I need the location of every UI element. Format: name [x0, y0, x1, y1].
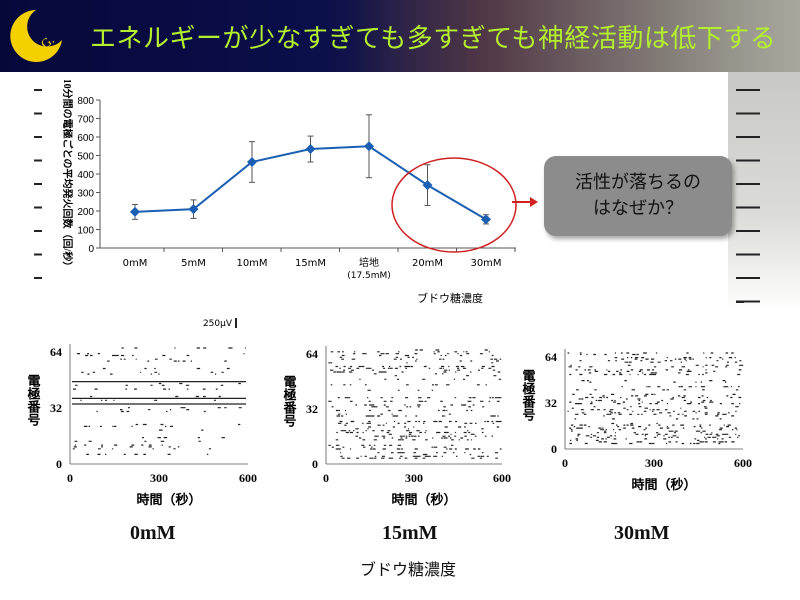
- y-tick-label: 0: [88, 244, 94, 255]
- data-point: [188, 204, 199, 215]
- y-tick-label: 600: [77, 133, 94, 144]
- raster-label-30mm: 30mM: [614, 522, 670, 544]
- raster-y-tick-label: 64: [545, 350, 557, 364]
- raster-y-tick-label: 0: [551, 442, 557, 456]
- header-photo-decoration: [350, 0, 800, 72]
- raster-x-axis-label: 時間（秒）: [631, 477, 696, 493]
- x-tick-label: 20mM: [412, 258, 443, 269]
- question-callout: 活性が落ちるの はなぜか？: [544, 156, 732, 236]
- raster-x-tick-label: 600: [239, 471, 257, 485]
- data-point: [305, 144, 316, 155]
- raster-y-tick-label: 64: [306, 347, 318, 361]
- callout-arrow-head: [530, 197, 538, 207]
- x-tick-label: 培地: [359, 256, 379, 269]
- crescent-moon-logo-icon: [10, 10, 62, 62]
- raster-y-tick-label: 0: [56, 457, 62, 471]
- raster-y-tick-label: 32: [50, 401, 62, 415]
- raster-x-tick-label: 0: [67, 471, 73, 485]
- slide-header: K.G. エネルギーが少なすぎても多すぎても神経活動は低下する: [0, 0, 800, 72]
- data-point: [364, 141, 374, 152]
- raster-x-axis-label: 時間（秒）: [136, 492, 201, 508]
- y-tick-label: 400: [77, 170, 94, 181]
- x-tick-label: 30mM: [470, 258, 501, 269]
- raster-x-tick-label: 0: [323, 471, 329, 485]
- right-photo-strip: [728, 72, 800, 312]
- x-axis-label: ブドウ糖濃度: [417, 291, 483, 305]
- highlight-ellipse: [391, 157, 517, 253]
- x-tick-label: 15mM: [295, 258, 326, 269]
- x-tick-label: 5mM: [181, 258, 206, 269]
- y-tick-label: 500: [77, 152, 94, 163]
- raster-x-tick-label: 300: [150, 471, 168, 485]
- raster-y-axis-label: 電極番号: [25, 374, 42, 427]
- raster-y-tick-label: 0: [312, 457, 318, 471]
- data-point: [130, 206, 140, 217]
- data-point: [247, 156, 257, 167]
- bottom-axis-label: ブドウ糖濃度: [360, 560, 457, 579]
- raster-y-axis-label: 電極番号: [281, 375, 298, 428]
- raster-y-tick-label: 32: [306, 402, 318, 416]
- x-tick-label: 0mM: [123, 258, 148, 269]
- y-tick-label: 700: [77, 115, 94, 126]
- scale-bar-label: 250μV: [203, 319, 233, 329]
- y-tick-label: 300: [77, 189, 94, 200]
- raster-x-tick-label: 600: [734, 456, 752, 470]
- y-tick-label: 200: [77, 207, 94, 218]
- raster-label-15mm: 15mM: [382, 522, 438, 544]
- raster-y-axis-label: 電極番号: [520, 369, 537, 422]
- y-tick-label: 800: [77, 96, 94, 107]
- slide-title: エネルギーが少なすぎても多すぎても神経活動は低下する: [90, 24, 777, 54]
- raster-x-tick-label: 300: [405, 471, 423, 485]
- raster-y-tick-label: 32: [545, 396, 557, 410]
- line-chart: 0 100 200 300 400 500 600 700 800 0mM 5mM 10mM 15mM 培…: [34, 80, 516, 305]
- data-point: [481, 214, 491, 225]
- y-tick-label: 100: [77, 226, 94, 237]
- raster-x-tick-label: 0: [562, 456, 568, 470]
- raster-label-0mm: 0mM: [130, 522, 176, 544]
- data-point: [422, 180, 433, 191]
- x-tick-label: (17.5mM): [347, 271, 391, 281]
- raster-x-axis-label: 時間（秒）: [391, 492, 456, 508]
- x-tick-label: 10mM: [236, 258, 267, 269]
- raster-y-tick-label: 64: [50, 345, 62, 359]
- raster-x-tick-label: 300: [645, 456, 663, 470]
- y-axis-label: 10分間の電極ごとの平均発火回数（回/秒）: [61, 80, 74, 271]
- raster-x-tick-label: 600: [493, 471, 511, 485]
